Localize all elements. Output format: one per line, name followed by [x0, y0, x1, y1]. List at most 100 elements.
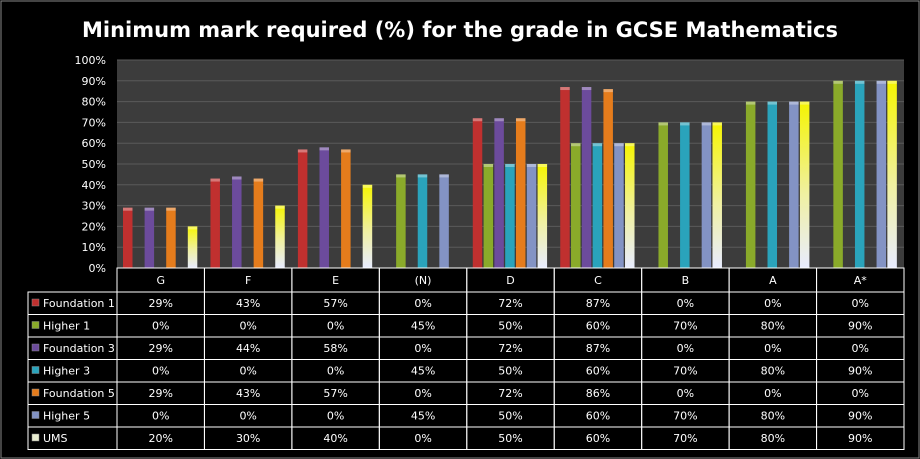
y-tick-label: 90% [82, 75, 106, 88]
category-label: A [769, 274, 777, 287]
y-tick-label: 20% [82, 220, 106, 233]
bar-highlight [571, 143, 581, 147]
chart-title: Minimum mark required (%) for the grade … [82, 18, 838, 42]
category-label: D [506, 274, 514, 287]
bar-ums [799, 101, 810, 268]
y-tick-label: 60% [82, 137, 106, 150]
bar-foundation-1 [123, 207, 133, 268]
legend-swatch-icon [31, 321, 40, 329]
bar-highlight [592, 143, 603, 147]
legend-swatch-icon [31, 388, 40, 397]
bar-higher-5 [439, 174, 449, 268]
table-value: 0% [414, 432, 431, 445]
bar-foundation-1 [210, 178, 220, 268]
bar-ums [275, 205, 285, 268]
bar-highlight [483, 164, 494, 167]
table-value: 0% [327, 320, 344, 333]
table-value: 58% [323, 342, 347, 355]
bar-highlight [396, 174, 406, 178]
table-value: 0% [677, 297, 694, 310]
table-value: 29% [148, 297, 172, 310]
table-value: 80% [761, 432, 785, 445]
bar-higher-1 [833, 80, 843, 268]
bar-higher-3 [592, 143, 603, 268]
bar-foundation-1 [297, 149, 308, 268]
bar-higher-1 [658, 122, 668, 269]
category-label: A* [854, 274, 868, 287]
table-value: 0% [677, 342, 694, 355]
y-tick-label: 0% [89, 262, 106, 275]
category-label: B [682, 274, 690, 287]
bar-highlight [712, 122, 722, 126]
bar-highlight [854, 80, 865, 84]
bar-highlight [341, 149, 351, 153]
bar-highlight [494, 118, 504, 122]
table-value: 87% [586, 297, 610, 310]
bar-higher-5 [876, 80, 887, 268]
bar-higher-5 [789, 101, 799, 268]
y-tick-label: 10% [82, 241, 106, 254]
legend-label: Higher 1 [43, 320, 90, 333]
bar-highlight [505, 164, 515, 167]
bar-highlight [581, 87, 592, 91]
table-value: 43% [236, 387, 260, 400]
table-value: 90% [848, 365, 872, 378]
table-value: 57% [323, 387, 347, 400]
bar-highlight [472, 118, 483, 122]
category-label: (N) [415, 274, 432, 287]
table-value: 0% [327, 410, 344, 423]
y-tick-label: 70% [82, 116, 106, 129]
table-value: 90% [848, 432, 872, 445]
bar-ums [712, 122, 722, 269]
table-value: 0% [239, 410, 256, 423]
bar-highlight [701, 122, 712, 126]
bar-highlight [767, 101, 778, 105]
bar-highlight [537, 164, 548, 167]
table-value: 57% [323, 297, 347, 310]
table-cell [816, 426, 905, 450]
bar-higher-3 [417, 174, 428, 268]
legend-swatch-icon [31, 343, 40, 352]
legend-label: Foundation 1 [43, 297, 115, 310]
table-value: 80% [761, 320, 785, 333]
table-value: 45% [411, 410, 435, 423]
bar-highlight [560, 87, 570, 91]
table-value: 0% [852, 342, 869, 355]
bar-highlight [232, 176, 242, 180]
legend-label: Foundation 5 [43, 387, 115, 400]
table-value: 86% [586, 387, 610, 400]
y-tick-label: 80% [82, 96, 106, 109]
bar-foundation-3 [319, 147, 329, 268]
table-value: 0% [764, 387, 781, 400]
bar-ums [625, 143, 635, 268]
bar-highlight [417, 174, 428, 178]
table-value: 72% [498, 387, 522, 400]
legend-label: Higher 5 [43, 410, 90, 423]
bar-highlight [614, 143, 624, 147]
bar-foundation-5 [341, 149, 351, 268]
table-value: 60% [586, 365, 610, 378]
y-tick-label: 30% [82, 200, 106, 213]
table-value: 0% [852, 297, 869, 310]
table-value: 0% [327, 365, 344, 378]
table-value: 87% [586, 342, 610, 355]
table-value: 60% [586, 410, 610, 423]
bar-higher-3 [505, 164, 515, 268]
table-value: 70% [673, 320, 697, 333]
table-value: 0% [239, 365, 256, 378]
legend-swatch-icon [31, 298, 40, 307]
y-tick-label: 100% [75, 54, 106, 67]
bar-highlight [297, 149, 308, 153]
bar-foundation-3 [581, 87, 592, 268]
bar-highlight [144, 207, 155, 211]
bar-higher-1 [483, 164, 494, 268]
table-value: 45% [411, 320, 435, 333]
bar-highlight [876, 80, 887, 84]
bar-ums [887, 80, 897, 268]
bar-highlight [275, 205, 285, 209]
bar-highlight [439, 174, 449, 178]
bar-highlight [658, 122, 668, 126]
table-value: 72% [498, 297, 522, 310]
bar-foundation-1 [560, 87, 570, 268]
